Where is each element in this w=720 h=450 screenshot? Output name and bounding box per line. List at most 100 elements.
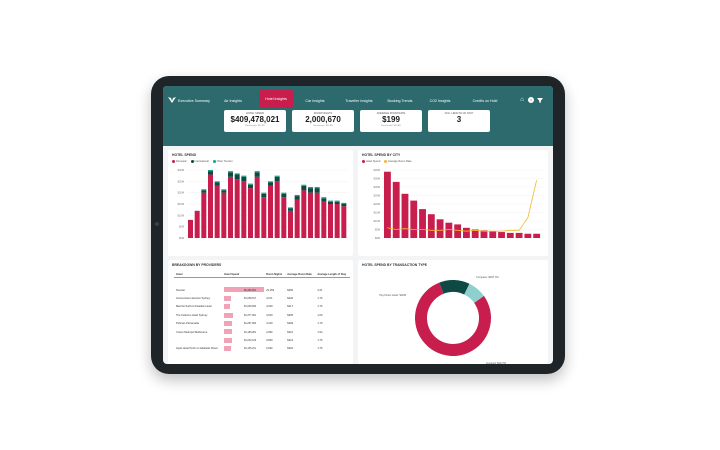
table-row[interactable]: The Fullerton Hotel Sydney $1,377,061 4,51…	[174, 311, 350, 319]
tab-traveller-insights[interactable]: Traveller Insights	[345, 99, 373, 103]
spend-bar	[314, 192, 320, 238]
column-header[interactable]: Average Room Rate	[285, 272, 316, 278]
rate-cell: $302	[287, 347, 294, 351]
table-row[interactable]: Pullman Parramatta $1,287,000 4,310 $299 1.7…	[174, 319, 350, 327]
tab-hotel-insights[interactable]: Hotel Insights	[259, 90, 293, 108]
table-row[interactable]	[174, 278, 350, 286]
hotel-cell: Marriott Surfers Paradise Hotel	[176, 305, 212, 309]
spend-bar	[281, 192, 287, 194]
tab-co2-insights[interactable]: CO2 Insights	[429, 99, 451, 103]
filter-icon[interactable]	[536, 96, 544, 104]
table-row[interactable]: Amora Hotel Jamison Sydney $1,058,517 4,67…	[174, 294, 350, 302]
spend-bar	[248, 184, 253, 189]
spend-bar	[261, 197, 267, 238]
spend-bar	[241, 181, 247, 238]
city-bar	[463, 227, 470, 238]
spend-bar	[288, 208, 293, 211]
spend-value: $1,377,061	[244, 313, 257, 317]
city-spend-card: HOTEL SPEND BY CITY Hotel Spend Average …	[358, 150, 548, 256]
tab-air-insights[interactable]: Air Insights	[224, 99, 242, 103]
column-header[interactable]: Average Length of Stay	[315, 272, 350, 278]
city-bar	[427, 214, 435, 238]
hotel-cell	[174, 336, 222, 344]
spend-bar	[188, 219, 193, 238]
city-spend-chart: $40M $35M $30M $25M $20M $15M $10M $5M $0M	[374, 168, 544, 240]
spend-bar	[328, 201, 333, 204]
spend-bar	[294, 196, 300, 200]
home-icon[interactable]: ⌂	[520, 97, 524, 103]
spend-bar	[261, 192, 267, 194]
spend-bar	[254, 172, 260, 177]
spend-bar	[241, 176, 247, 182]
spend-bar	[254, 171, 260, 173]
spend-bar	[234, 179, 240, 238]
spend-bar	[321, 197, 327, 199]
nights-cell: 4,510	[266, 313, 273, 317]
hotel-spend-title: HOTEL SPEND	[172, 153, 197, 157]
dashboard-screen: Executive Summary Air Insights Hotel Insig…	[163, 86, 553, 364]
rate-cell: $324	[287, 338, 294, 342]
donut-slice	[439, 280, 470, 295]
legend-swatch-icon	[190, 160, 194, 163]
spend-bar	[224, 329, 232, 335]
table-row[interactable]: Hyatt Hotel Perth on Adelaide Street $1,1…	[174, 345, 350, 353]
city-bar	[445, 222, 453, 238]
spend-bar	[234, 174, 240, 180]
help-icon[interactable]: ?	[527, 96, 535, 104]
spend-bar	[321, 198, 327, 202]
spend-bar	[221, 189, 227, 191]
spend-bar	[268, 181, 273, 183]
tab-car-insights[interactable]: Car Insights	[305, 99, 325, 103]
spend-cell: $1,377,061	[222, 311, 264, 319]
spend-bar	[334, 200, 340, 202]
legend-swatch-icon	[212, 160, 216, 163]
spend-bar	[288, 207, 293, 209]
spend-bar	[334, 204, 340, 238]
spend-bar	[294, 199, 300, 238]
spend-bar	[334, 201, 340, 204]
spend-bar	[308, 187, 313, 189]
hotel-cell: Pullman Parramatta	[176, 322, 199, 326]
donut-label: Invoiced: $29.7M	[486, 361, 506, 364]
column-header[interactable]: Hotel Spend	[222, 272, 265, 278]
column-header[interactable]: Hotel	[174, 272, 223, 278]
spend-bar	[261, 193, 267, 198]
rate-cell: $305	[287, 313, 294, 317]
camera-dot	[155, 222, 159, 226]
city-bar	[480, 230, 488, 238]
spend-cell: $1,008,000	[222, 303, 264, 311]
tab-executive-summary[interactable]: Executive Summary	[178, 99, 210, 103]
nights-cell: 3,952	[266, 330, 273, 334]
city-bar	[471, 229, 479, 238]
table-row[interactable]: $1,232,126 3,800 $324 1.76	[174, 336, 350, 344]
hotel-cell: Hyatt Hotel Perth on Adelaide Street	[176, 347, 218, 351]
tab-credits-on-hold[interactable]: Credits on Hold	[472, 99, 498, 103]
spend-value: $1,189,281	[244, 330, 257, 334]
brand-logo-icon	[167, 95, 177, 105]
spend-cell: $6,389,061	[222, 286, 265, 294]
transaction-title: HOTEL SPEND BY TRANSACTION TYPE	[362, 263, 428, 267]
city-bar	[489, 231, 497, 238]
rate-cell: $256	[287, 288, 294, 292]
column-header[interactable]: Room Nights	[264, 272, 286, 278]
y-tick-label: $30M	[374, 185, 381, 189]
svg-text:?: ?	[530, 98, 533, 103]
legend-swatch-icon	[362, 160, 365, 163]
spend-bar	[224, 312, 233, 318]
spend-bar	[214, 185, 220, 238]
table-row[interactable]: Crown Metropol Melbourne $1,189,281 3,952 $…	[174, 328, 350, 336]
rate-cell	[285, 278, 315, 286]
y-tick-label: $15M	[178, 202, 185, 206]
spend-bar	[234, 173, 240, 175]
spend-bar	[248, 188, 253, 238]
spend-cell: $1,105,211	[222, 345, 264, 353]
spend-bar	[268, 182, 273, 186]
tab-booking-trends[interactable]: Booking Trends	[387, 99, 413, 103]
spend-value: $1,105,211	[244, 347, 256, 351]
kpi-benchmark: Benchmark: $23.8B	[245, 125, 265, 127]
table-row[interactable]: Marriott Surfers Paradise Hotel $1,008,00…	[174, 303, 350, 311]
stay-cell: 1.76	[317, 305, 323, 309]
table-row[interactable]: Novotel $6,389,061 23,159 $256 3.21	[174, 286, 350, 294]
city-bar	[498, 232, 505, 238]
spend-bar	[208, 171, 213, 175]
